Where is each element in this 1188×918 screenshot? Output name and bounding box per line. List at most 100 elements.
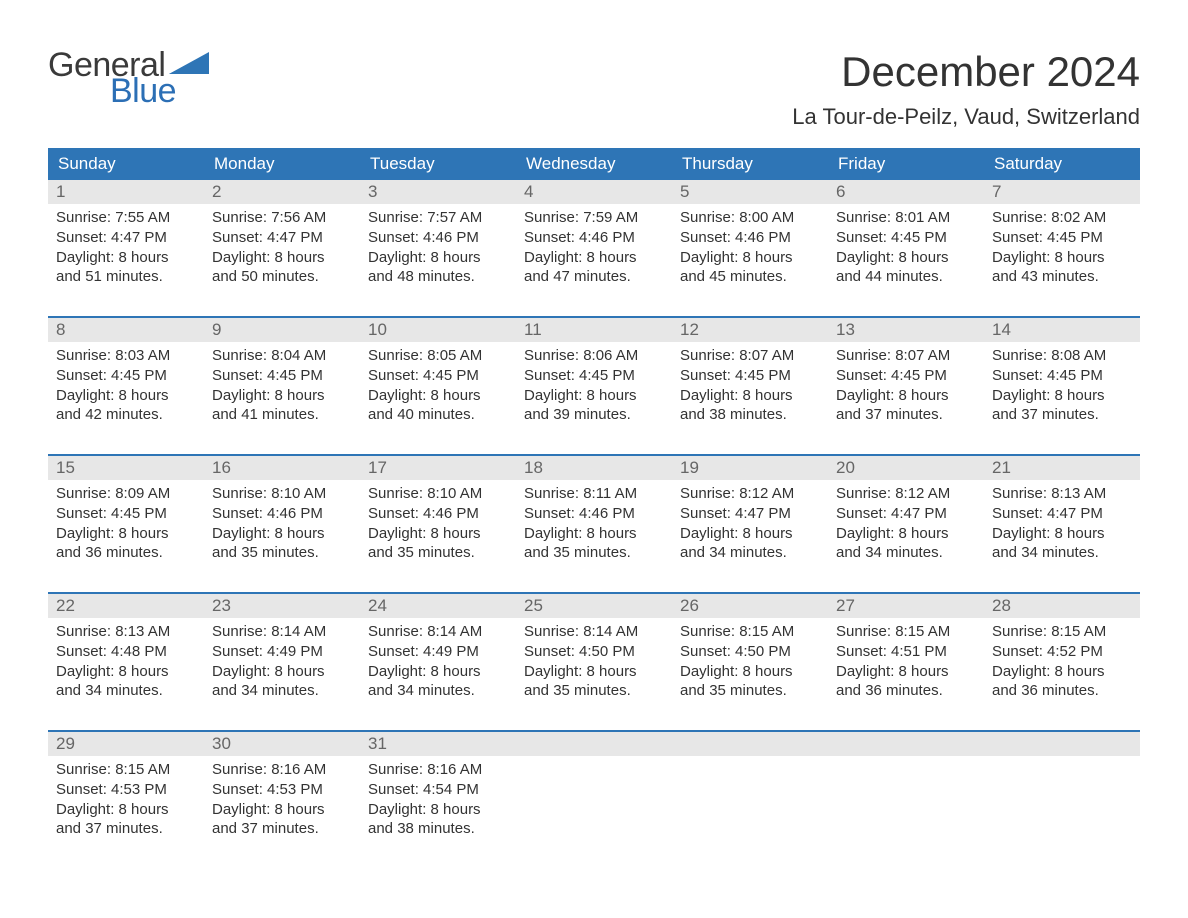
sunrise-text: Sunrise: 7:56 AM bbox=[212, 208, 352, 228]
day-number: 10 bbox=[368, 320, 387, 339]
day-details: Sunrise: 8:13 AM Sunset: 4:48 PM Dayligh… bbox=[48, 618, 204, 709]
sunrise-text: Sunrise: 8:02 AM bbox=[992, 208, 1132, 228]
daylight-line2: and 35 minutes. bbox=[212, 543, 352, 563]
calendar-week: 8 Sunrise: 8:03 AM Sunset: 4:45 PM Dayli… bbox=[48, 316, 1140, 446]
daylight-line2: and 36 minutes. bbox=[56, 543, 196, 563]
daylight-line2: and 37 minutes. bbox=[836, 405, 976, 425]
day-number: 28 bbox=[992, 596, 1011, 615]
sunrise-text: Sunrise: 8:16 AM bbox=[368, 760, 508, 780]
calendar-day-empty bbox=[516, 732, 672, 860]
sunrise-text: Sunrise: 8:01 AM bbox=[836, 208, 976, 228]
day-details: Sunrise: 8:03 AM Sunset: 4:45 PM Dayligh… bbox=[48, 342, 204, 433]
sunset-text: Sunset: 4:53 PM bbox=[212, 780, 352, 800]
calendar-day: 29 Sunrise: 8:15 AM Sunset: 4:53 PM Dayl… bbox=[48, 732, 204, 860]
day-number: 7 bbox=[992, 182, 1001, 201]
calendar-day-empty bbox=[984, 732, 1140, 860]
calendar-day-empty bbox=[672, 732, 828, 860]
day-number: 5 bbox=[680, 182, 689, 201]
calendar-day: 2 Sunrise: 7:56 AM Sunset: 4:47 PM Dayli… bbox=[204, 180, 360, 308]
daylight-line1: Daylight: 8 hours bbox=[56, 386, 196, 406]
daylight-line2: and 38 minutes. bbox=[680, 405, 820, 425]
calendar-day: 15 Sunrise: 8:09 AM Sunset: 4:45 PM Dayl… bbox=[48, 456, 204, 584]
sunset-text: Sunset: 4:45 PM bbox=[836, 366, 976, 386]
daynum-row: 3 bbox=[360, 180, 516, 204]
sunset-text: Sunset: 4:47 PM bbox=[212, 228, 352, 248]
daylight-line1: Daylight: 8 hours bbox=[992, 248, 1132, 268]
sunrise-text: Sunrise: 8:00 AM bbox=[680, 208, 820, 228]
calendar-week: 1 Sunrise: 7:55 AM Sunset: 4:47 PM Dayli… bbox=[48, 180, 1140, 308]
day-details: Sunrise: 8:14 AM Sunset: 4:49 PM Dayligh… bbox=[204, 618, 360, 709]
calendar-day: 3 Sunrise: 7:57 AM Sunset: 4:46 PM Dayli… bbox=[360, 180, 516, 308]
day-details: Sunrise: 8:06 AM Sunset: 4:45 PM Dayligh… bbox=[516, 342, 672, 433]
calendar-day: 30 Sunrise: 8:16 AM Sunset: 4:53 PM Dayl… bbox=[204, 732, 360, 860]
daylight-line1: Daylight: 8 hours bbox=[992, 662, 1132, 682]
daylight-line1: Daylight: 8 hours bbox=[212, 386, 352, 406]
day-details: Sunrise: 8:16 AM Sunset: 4:53 PM Dayligh… bbox=[204, 756, 360, 847]
sunset-text: Sunset: 4:45 PM bbox=[368, 366, 508, 386]
sunset-text: Sunset: 4:47 PM bbox=[992, 504, 1132, 524]
daylight-line1: Daylight: 8 hours bbox=[836, 248, 976, 268]
daylight-line1: Daylight: 8 hours bbox=[836, 386, 976, 406]
day-number: 14 bbox=[992, 320, 1011, 339]
daylight-line1: Daylight: 8 hours bbox=[680, 524, 820, 544]
calendar-day: 28 Sunrise: 8:15 AM Sunset: 4:52 PM Dayl… bbox=[984, 594, 1140, 722]
sunrise-text: Sunrise: 8:14 AM bbox=[368, 622, 508, 642]
calendar-day: 24 Sunrise: 8:14 AM Sunset: 4:49 PM Dayl… bbox=[360, 594, 516, 722]
daylight-line1: Daylight: 8 hours bbox=[212, 248, 352, 268]
daynum-row: 7 bbox=[984, 180, 1140, 204]
calendar-day: 1 Sunrise: 7:55 AM Sunset: 4:47 PM Dayli… bbox=[48, 180, 204, 308]
calendar-day: 6 Sunrise: 8:01 AM Sunset: 4:45 PM Dayli… bbox=[828, 180, 984, 308]
daylight-line2: and 40 minutes. bbox=[368, 405, 508, 425]
day-number: 6 bbox=[836, 182, 845, 201]
daynum-row: 4 bbox=[516, 180, 672, 204]
daynum-row: 11 bbox=[516, 318, 672, 342]
daynum-row: 24 bbox=[360, 594, 516, 618]
sunset-text: Sunset: 4:45 PM bbox=[524, 366, 664, 386]
daylight-line2: and 35 minutes. bbox=[524, 681, 664, 701]
daylight-line1: Daylight: 8 hours bbox=[368, 662, 508, 682]
calendar-day: 25 Sunrise: 8:14 AM Sunset: 4:50 PM Dayl… bbox=[516, 594, 672, 722]
daylight-line1: Daylight: 8 hours bbox=[524, 524, 664, 544]
calendar-day: 26 Sunrise: 8:15 AM Sunset: 4:50 PM Dayl… bbox=[672, 594, 828, 722]
sunrise-text: Sunrise: 8:15 AM bbox=[680, 622, 820, 642]
day-details: Sunrise: 7:57 AM Sunset: 4:46 PM Dayligh… bbox=[360, 204, 516, 295]
sunrise-text: Sunrise: 8:13 AM bbox=[992, 484, 1132, 504]
sunset-text: Sunset: 4:45 PM bbox=[56, 504, 196, 524]
day-details: Sunrise: 8:15 AM Sunset: 4:51 PM Dayligh… bbox=[828, 618, 984, 709]
day-details: Sunrise: 8:04 AM Sunset: 4:45 PM Dayligh… bbox=[204, 342, 360, 433]
brand-logo: General Blue bbox=[48, 48, 209, 108]
calendar-day: 16 Sunrise: 8:10 AM Sunset: 4:46 PM Dayl… bbox=[204, 456, 360, 584]
day-details: Sunrise: 8:05 AM Sunset: 4:45 PM Dayligh… bbox=[360, 342, 516, 433]
sunset-text: Sunset: 4:46 PM bbox=[212, 504, 352, 524]
sunrise-text: Sunrise: 7:55 AM bbox=[56, 208, 196, 228]
daylight-line1: Daylight: 8 hours bbox=[836, 524, 976, 544]
sunrise-text: Sunrise: 8:12 AM bbox=[836, 484, 976, 504]
calendar-day: 14 Sunrise: 8:08 AM Sunset: 4:45 PM Dayl… bbox=[984, 318, 1140, 446]
day-details: Sunrise: 7:59 AM Sunset: 4:46 PM Dayligh… bbox=[516, 204, 672, 295]
sunrise-text: Sunrise: 8:03 AM bbox=[56, 346, 196, 366]
day-number: 25 bbox=[524, 596, 543, 615]
sunrise-text: Sunrise: 8:10 AM bbox=[368, 484, 508, 504]
calendar-day: 21 Sunrise: 8:13 AM Sunset: 4:47 PM Dayl… bbox=[984, 456, 1140, 584]
sunset-text: Sunset: 4:46 PM bbox=[680, 228, 820, 248]
daylight-line2: and 34 minutes. bbox=[836, 543, 976, 563]
sunset-text: Sunset: 4:52 PM bbox=[992, 642, 1132, 662]
daynum-row: 9 bbox=[204, 318, 360, 342]
calendar-day-empty bbox=[828, 732, 984, 860]
daylight-line2: and 51 minutes. bbox=[56, 267, 196, 287]
daylight-line2: and 34 minutes. bbox=[368, 681, 508, 701]
calendar-day: 5 Sunrise: 8:00 AM Sunset: 4:46 PM Dayli… bbox=[672, 180, 828, 308]
sunrise-text: Sunrise: 8:13 AM bbox=[56, 622, 196, 642]
page-header: General Blue December 2024 La Tour-de-Pe… bbox=[48, 48, 1140, 130]
daylight-line2: and 35 minutes. bbox=[368, 543, 508, 563]
daynum-row: 10 bbox=[360, 318, 516, 342]
daynum-row: 20 bbox=[828, 456, 984, 480]
daylight-line1: Daylight: 8 hours bbox=[368, 248, 508, 268]
day-details: Sunrise: 8:12 AM Sunset: 4:47 PM Dayligh… bbox=[672, 480, 828, 571]
daylight-line1: Daylight: 8 hours bbox=[56, 662, 196, 682]
daylight-line2: and 50 minutes. bbox=[212, 267, 352, 287]
month-title: December 2024 bbox=[792, 48, 1140, 96]
daynum-row: 26 bbox=[672, 594, 828, 618]
day-number: 27 bbox=[836, 596, 855, 615]
day-number: 26 bbox=[680, 596, 699, 615]
